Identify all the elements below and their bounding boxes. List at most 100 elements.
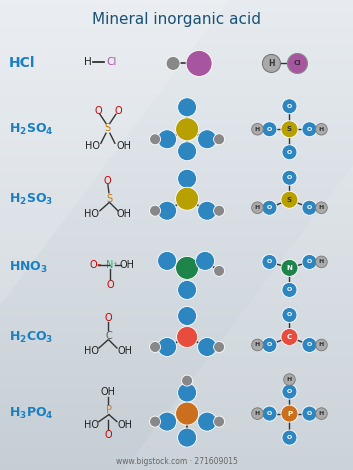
Bar xyxy=(0,208,353,212)
Bar xyxy=(0,16,353,20)
Circle shape xyxy=(316,408,327,419)
Text: H: H xyxy=(319,259,324,265)
Text: H: H xyxy=(319,411,324,416)
Bar xyxy=(0,74,353,78)
Circle shape xyxy=(214,266,225,276)
Circle shape xyxy=(263,55,281,72)
Bar xyxy=(0,462,353,466)
Bar xyxy=(0,356,353,360)
Bar xyxy=(0,59,353,63)
Bar xyxy=(0,164,353,168)
Circle shape xyxy=(316,202,327,213)
Circle shape xyxy=(214,416,225,427)
Bar xyxy=(0,266,353,270)
Bar xyxy=(0,376,353,380)
Circle shape xyxy=(302,337,317,352)
Circle shape xyxy=(282,99,297,114)
Bar xyxy=(0,341,353,345)
Circle shape xyxy=(166,56,180,70)
Text: O: O xyxy=(287,389,292,394)
Bar xyxy=(0,137,353,141)
Text: O: O xyxy=(307,205,312,210)
Circle shape xyxy=(282,307,297,322)
Bar xyxy=(0,239,353,243)
Circle shape xyxy=(252,408,263,419)
Circle shape xyxy=(181,375,193,386)
Text: H: H xyxy=(255,205,260,210)
Bar xyxy=(0,86,353,90)
Bar xyxy=(0,51,353,55)
Text: H: H xyxy=(319,127,324,132)
Bar xyxy=(0,70,353,74)
Bar xyxy=(0,298,353,302)
Bar xyxy=(0,466,353,470)
Bar xyxy=(0,388,353,392)
Bar xyxy=(0,243,353,247)
Bar xyxy=(0,219,353,223)
Text: O: O xyxy=(287,435,292,440)
Bar xyxy=(0,262,353,266)
Bar xyxy=(0,411,353,415)
Bar xyxy=(0,82,353,86)
Bar xyxy=(0,419,353,423)
Bar xyxy=(0,223,353,227)
Text: OH: OH xyxy=(119,260,134,270)
Circle shape xyxy=(198,130,217,149)
Circle shape xyxy=(178,98,197,117)
Circle shape xyxy=(150,342,161,352)
Bar xyxy=(0,0,353,4)
Bar xyxy=(0,458,353,462)
Bar xyxy=(0,400,353,403)
Text: HCl: HCl xyxy=(9,56,35,70)
Bar xyxy=(0,255,353,258)
Text: Cl: Cl xyxy=(294,61,301,66)
Bar xyxy=(0,200,353,204)
Bar xyxy=(0,274,353,278)
Bar xyxy=(0,435,353,439)
Bar xyxy=(0,392,353,396)
Bar xyxy=(0,153,353,157)
Bar xyxy=(0,309,353,313)
Bar xyxy=(0,306,353,309)
Circle shape xyxy=(178,281,197,299)
Bar xyxy=(0,215,353,219)
Circle shape xyxy=(282,282,297,298)
Circle shape xyxy=(175,402,199,425)
Bar xyxy=(0,212,353,215)
Text: P: P xyxy=(106,405,112,415)
Circle shape xyxy=(198,337,217,356)
Text: $\mathregular{H_2SO_4}$: $\mathregular{H_2SO_4}$ xyxy=(9,122,53,137)
Bar xyxy=(0,161,353,164)
Bar xyxy=(0,286,353,290)
Text: O: O xyxy=(103,176,111,186)
Bar xyxy=(0,278,353,282)
Text: O: O xyxy=(267,343,272,347)
Text: H: H xyxy=(319,343,324,347)
Circle shape xyxy=(282,384,297,399)
Text: Cl: Cl xyxy=(107,57,117,68)
Text: O: O xyxy=(267,205,272,210)
Circle shape xyxy=(178,428,197,447)
Text: HO: HO xyxy=(84,420,100,430)
Circle shape xyxy=(157,412,176,431)
Text: O: O xyxy=(307,127,312,132)
Text: Mineral inorganic acid: Mineral inorganic acid xyxy=(92,12,261,27)
Text: P: P xyxy=(287,411,292,416)
Bar xyxy=(0,231,353,235)
Circle shape xyxy=(302,122,317,137)
Circle shape xyxy=(157,337,176,356)
Circle shape xyxy=(262,337,277,352)
Bar xyxy=(0,368,353,372)
Bar xyxy=(0,27,353,31)
Circle shape xyxy=(214,134,225,145)
Bar xyxy=(0,94,353,98)
Text: O: O xyxy=(104,313,112,323)
Circle shape xyxy=(196,251,215,270)
Text: OH: OH xyxy=(116,141,131,151)
Text: $\mathregular{HNO_3}$: $\mathregular{HNO_3}$ xyxy=(9,260,48,275)
Bar xyxy=(0,282,353,286)
Bar xyxy=(0,43,353,47)
Bar xyxy=(0,415,353,419)
Bar xyxy=(0,31,353,35)
Bar xyxy=(0,63,353,67)
